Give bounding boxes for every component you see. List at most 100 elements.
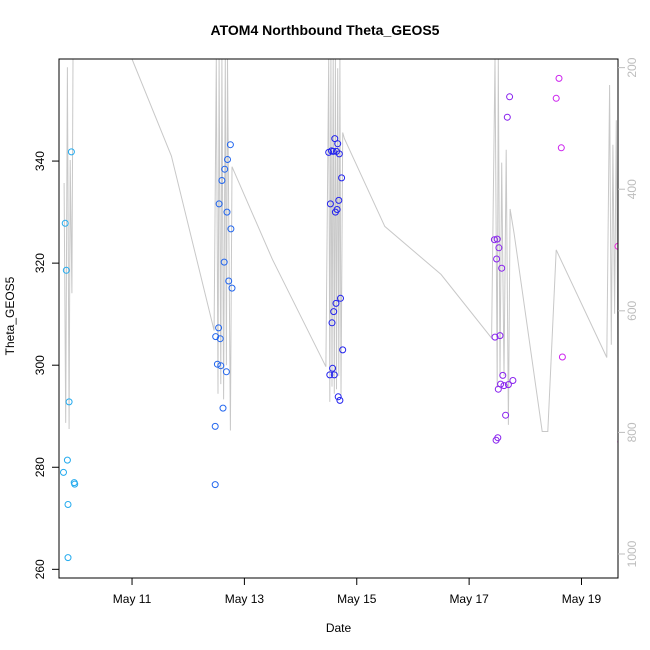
chart-title: ATOM4 Northbound Theta_GEOS5 <box>211 22 440 38</box>
flight6-point-2 <box>617 439 618 444</box>
flight5-point-1 <box>552 94 560 102</box>
flight6-point-12 <box>628 346 634 352</box>
flight6-point-7 <box>624 347 630 353</box>
flight4-point-1 <box>490 236 498 244</box>
flight3-point-15 <box>334 140 342 148</box>
y-axis-label: Theta_GEOS5 <box>3 276 17 355</box>
flight6-point-8 <box>625 395 631 401</box>
y2-tick-label: 400 <box>625 179 639 199</box>
y-tick-label: 320 <box>33 253 47 273</box>
x-tick-label: May 13 <box>225 592 265 606</box>
pressure-line-layer <box>63 59 618 432</box>
flight6-point-1 <box>614 242 618 250</box>
flight2-point-6 <box>215 200 223 208</box>
flight6-point-13 <box>629 274 635 280</box>
x-axis-label: Date <box>326 621 352 635</box>
flight2-point-9 <box>218 177 226 184</box>
flight4-point-11 <box>498 264 506 272</box>
flight3-point-14 <box>333 206 341 213</box>
flight3-point-16 <box>334 393 342 401</box>
y-tick-label: 260 <box>33 559 47 579</box>
flight2-point-16 <box>225 277 233 285</box>
data-points-layer <box>60 74 635 562</box>
flight2-point-3 <box>212 333 220 341</box>
flight4-point-2 <box>491 333 499 341</box>
flight3-point-3 <box>326 200 334 208</box>
x-tick-label: May 17 <box>449 592 489 606</box>
flight5-point-2 <box>555 74 563 82</box>
flight3-point-17 <box>335 196 343 204</box>
flight6-point-3 <box>619 366 625 372</box>
flight5-point-4 <box>558 353 566 361</box>
y2-tick-label: 200 <box>625 57 639 77</box>
x-tick-label: May 19 <box>562 592 602 606</box>
flight4-point-12 <box>499 371 507 379</box>
flight4-point-9 <box>496 332 504 340</box>
y2-tick-label: 1000 <box>625 540 639 567</box>
flight2-point-15 <box>224 156 231 163</box>
y-axis: 260 280 300 320 340 <box>33 151 59 579</box>
y-tick-label: 340 <box>33 151 47 171</box>
flight3-point-19 <box>336 396 344 404</box>
flight4-point-18 <box>509 377 517 384</box>
pressure-line <box>63 59 618 432</box>
y2-tick-label: 600 <box>625 300 639 320</box>
flight3-point-12 <box>332 299 340 307</box>
flight1-point-3 <box>62 266 70 274</box>
flight4-point-8 <box>495 244 503 252</box>
flight3-point-5 <box>328 319 336 327</box>
flight3-point-8 <box>330 308 338 316</box>
plot-frame <box>58 58 619 579</box>
flight3-point-22 <box>339 346 347 354</box>
flight4-point-14 <box>502 411 510 419</box>
flight2-point-14 <box>223 208 231 216</box>
flight3-point-18 <box>335 150 343 158</box>
flight4-point-5 <box>493 235 501 243</box>
flight1-point-5 <box>64 501 72 508</box>
flight2-point-5 <box>215 324 223 332</box>
flight6-point-6 <box>623 232 629 238</box>
flight1-point-8 <box>67 148 75 156</box>
flight2-point-19 <box>228 284 236 292</box>
flight1-point-4 <box>63 456 71 464</box>
flight2-point-18 <box>227 225 235 233</box>
flight3-point-10 <box>331 135 339 143</box>
right-pressure-axis: 200 400 600 800 1000 <box>618 57 639 567</box>
flight2-point-17 <box>226 141 234 149</box>
flight2-point-4 <box>213 360 221 368</box>
flight2-point-2 <box>211 422 219 430</box>
flight1-point-7 <box>65 398 73 406</box>
flight1-point-10 <box>71 480 79 488</box>
flight2-point-12 <box>221 165 229 173</box>
flight6-point-4 <box>620 282 626 288</box>
flight3-point-6 <box>329 364 337 372</box>
x-axis: May 11 May 13 May 15 May 17 May 19 <box>113 578 602 606</box>
flight2-point-1 <box>211 481 219 489</box>
flight3-point-21 <box>338 174 346 182</box>
flight1-point-2 <box>61 219 69 227</box>
flight4-point-10 <box>497 380 505 388</box>
flight5-point-3 <box>557 144 565 152</box>
flight6-point-10 <box>626 250 632 256</box>
flight4-point-4 <box>493 255 501 263</box>
x-tick-label: May 11 <box>113 592 152 606</box>
flight2-point-8 <box>217 362 225 370</box>
x-tick-label: May 15 <box>337 592 377 606</box>
flight3-point-2 <box>326 371 334 379</box>
flight2-point-7 <box>216 335 224 343</box>
flight3-point-7 <box>329 147 337 155</box>
flight4-point-6 <box>494 434 502 442</box>
flight4-point-17 <box>506 93 514 101</box>
y-tick-label: 300 <box>33 355 47 375</box>
flight2-point-11 <box>220 258 228 266</box>
flight3-point-20 <box>337 294 344 302</box>
flight4-point-15 <box>503 113 511 121</box>
flight4-point-16 <box>504 381 512 389</box>
flight2-point-13 <box>222 368 230 376</box>
flight4-point-13 <box>500 382 508 390</box>
flight1-point-6 <box>64 554 72 562</box>
flight2-point-10 <box>219 404 227 412</box>
flight1-point-1 <box>60 468 67 476</box>
y-tick-label: 280 <box>33 457 47 477</box>
